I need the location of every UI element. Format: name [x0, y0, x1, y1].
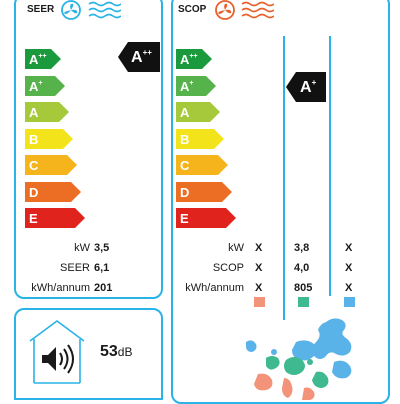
heating-class-bar: A	[176, 102, 222, 122]
heating-row-label: kWh/annum	[185, 282, 244, 294]
cooling-class-label: A++	[29, 52, 47, 67]
heating-average-value: 4,0	[294, 262, 310, 274]
heating-colder-value: X	[345, 242, 353, 254]
cooling-row-value: 6,1	[94, 262, 110, 274]
noise-unit: dB	[117, 345, 133, 359]
cooling-class-bar: A++	[25, 49, 63, 69]
heating-class-label: A++	[180, 52, 198, 67]
cooling-rating-sup: ++	[142, 48, 152, 57]
heating-panel	[171, 0, 390, 404]
cooling-class-bar: D	[25, 181, 83, 202]
noise-level: 53dB	[100, 343, 132, 361]
noise-panel	[14, 308, 163, 400]
cooling-row-label: kWh/annum	[31, 282, 90, 294]
cooling-row-label: kW	[74, 242, 90, 254]
heating-class-bar: D	[176, 181, 234, 202]
speaker-icon	[29, 320, 85, 384]
heating-rating-letter: A	[300, 79, 312, 96]
cooling-label: SEER	[27, 4, 55, 15]
heating-average-value: 805	[294, 282, 313, 294]
heating-class-label: A	[180, 105, 190, 120]
heating-row-label: SCOP	[212, 262, 244, 274]
heating-warmer-value: X	[255, 282, 263, 294]
warmer-zone-swatch	[254, 297, 265, 307]
heating-colder-value: X	[345, 282, 353, 294]
heating-average-value: 3,8	[294, 242, 310, 254]
europe-map-icon	[246, 318, 352, 400]
cooling-class-label: C	[29, 158, 39, 173]
cooling-row-label: SEER	[60, 262, 90, 274]
heating-class-bar: A++	[176, 49, 214, 69]
cooling-class-label: B	[29, 131, 39, 147]
cooling-rating-arrow: A++	[118, 42, 168, 72]
cooling-rating-letter: A	[131, 49, 143, 66]
average-zone-swatch	[298, 297, 309, 307]
fan-icon	[61, 0, 81, 20]
cooling-row-value: 3,5	[94, 242, 110, 254]
heating-class-bar: B	[176, 128, 226, 149]
cooling-class-bar: B	[25, 128, 75, 149]
heating-class-label: B	[180, 131, 190, 147]
heating-class-bar: C	[176, 155, 230, 175]
heating-class-bar: A+	[176, 75, 218, 96]
heating-rating-arrow: A+	[286, 72, 336, 102]
heating-warmer-value: X	[255, 262, 263, 274]
cold-waves-icon	[88, 1, 121, 19]
cooling-class-label: A	[29, 105, 39, 120]
cooling-class-bar: E	[25, 208, 87, 228]
cooling-class-bar: C	[25, 155, 79, 175]
cooling-class-label: D	[29, 184, 39, 200]
heat-waves-icon	[241, 1, 274, 19]
noise-value: 53	[100, 343, 118, 360]
heating-class-label: A+	[180, 78, 194, 94]
cooling-row-value: 201	[94, 282, 113, 294]
heating-warmer-value: X	[255, 242, 263, 254]
heating-rating-sup: +	[311, 78, 317, 87]
cooling-class-label: A+	[29, 78, 43, 94]
heating-class-label: E	[180, 211, 189, 226]
colder-zone-swatch	[344, 297, 355, 307]
heat-fan-icon	[215, 0, 235, 20]
cooling-class-label: E	[29, 211, 38, 226]
heating-class-label: C	[180, 158, 190, 173]
heating-class-bar: E	[176, 208, 238, 228]
heating-label: SCOP	[178, 4, 207, 15]
heating-colder-value: X	[345, 262, 353, 274]
cooling-class-bar: A	[25, 102, 71, 122]
heating-class-label: D	[180, 184, 190, 200]
column-divider-1	[283, 36, 285, 320]
column-divider-2	[329, 36, 331, 296]
cooling-class-bar: A+	[25, 75, 67, 96]
heating-row-label: kW	[228, 242, 244, 254]
